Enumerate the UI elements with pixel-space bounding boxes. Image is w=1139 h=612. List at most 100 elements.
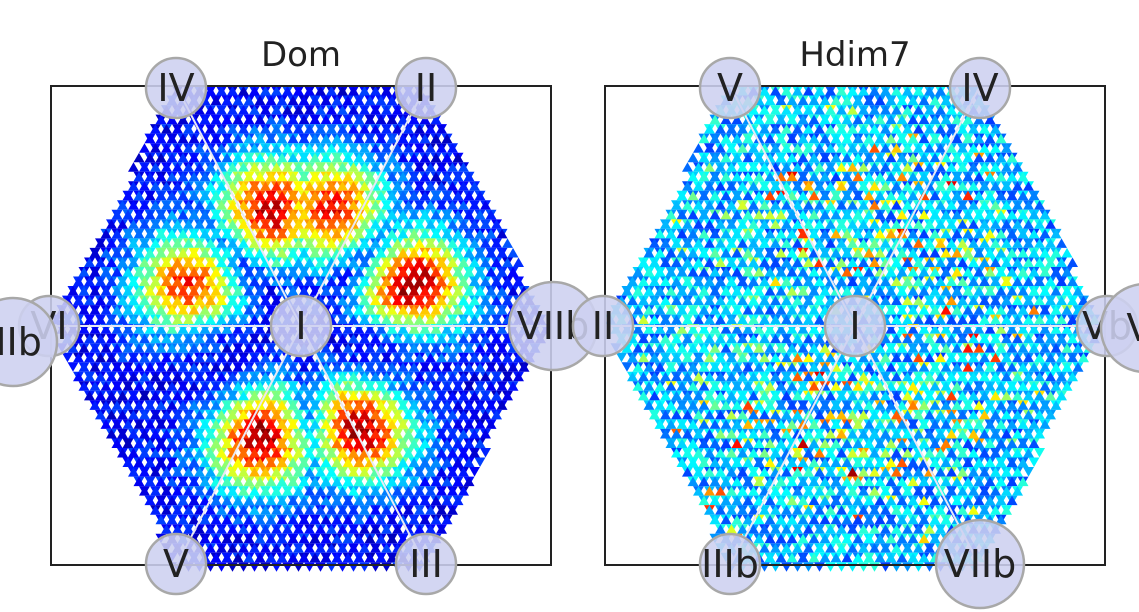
heatmap-cell	[271, 181, 282, 191]
heatmap-cell	[205, 105, 216, 115]
heatmap-cell	[73, 295, 84, 306]
heatmap-cell	[386, 95, 398, 106]
heatmap-cell	[513, 276, 524, 286]
heatmap-cell	[100, 324, 112, 334]
heatmap-cell	[491, 295, 502, 306]
heatmap-cell	[227, 238, 238, 248]
heatmap-cell	[111, 324, 123, 334]
heatmap-cell	[381, 276, 392, 286]
heatmap-cell	[282, 181, 293, 191]
heatmap-cell	[430, 190, 442, 201]
heatmap-cell	[430, 228, 442, 239]
heatmap-cell	[392, 124, 403, 134]
heatmap-cell	[150, 295, 161, 306]
heatmap-cell	[166, 190, 178, 201]
heatmap-cell	[315, 219, 326, 229]
heatmap-cell	[155, 228, 167, 239]
heatmap-cell	[249, 124, 260, 134]
heatmap-cell	[254, 247, 266, 258]
heatmap-cell	[216, 295, 227, 306]
heatmap-cell	[210, 267, 222, 277]
heatmap-cell	[397, 228, 409, 239]
heatmap-cell	[309, 133, 321, 144]
heatmap-cell	[144, 305, 156, 315]
heatmap-cell	[216, 181, 227, 191]
heatmap-cell	[100, 267, 112, 277]
heatmap-cell	[62, 352, 73, 363]
heatmap-cell	[331, 305, 343, 315]
heatmap-cell	[243, 267, 255, 277]
heatmap-cell	[199, 133, 211, 144]
heatmap-cell	[502, 257, 513, 267]
heatmap-cell	[353, 267, 365, 277]
heatmap-cell	[403, 162, 414, 172]
heatmap-cell	[293, 162, 304, 172]
heatmap-cell	[320, 133, 332, 144]
heatmap-cell	[452, 286, 464, 296]
heatmap-cell	[67, 362, 79, 372]
heatmap-cell	[419, 267, 431, 277]
heatmap-cell	[144, 286, 156, 296]
heatmap-cell	[100, 228, 112, 239]
heatmap-cell	[238, 276, 249, 286]
heatmap-cell	[408, 114, 420, 125]
heatmap-cell	[375, 114, 387, 125]
heatmap-cell	[199, 267, 211, 277]
heatmap-cell	[320, 152, 332, 163]
heatmap-cell	[238, 181, 249, 191]
heatmap-cell	[337, 257, 348, 267]
heatmap-cell	[172, 181, 183, 191]
panel-hdim7: VIVIIIVbVIIIIbVIIb Hdim7	[571, 35, 1139, 610]
heatmap-cell	[309, 171, 321, 182]
heatmap-cell	[342, 114, 354, 125]
heatmap-cell	[458, 314, 469, 325]
heatmap-cell	[150, 143, 161, 153]
heatmap-cell	[183, 181, 194, 191]
heatmap-cell	[139, 181, 150, 191]
heatmap-cell	[260, 162, 271, 172]
heatmap-cell	[337, 86, 348, 96]
heatmap-cell	[249, 276, 260, 286]
heatmap-cell	[67, 286, 79, 296]
heatmap-cell	[370, 276, 381, 286]
panel-dom: IVIIVIIIIbIVIIbVIII Dom	[0, 35, 599, 596]
heatmap-cell	[238, 124, 249, 134]
heatmap-cell	[260, 124, 271, 134]
heatmap-cell	[161, 124, 172, 134]
heatmap-cell	[348, 562, 359, 572]
heatmap-cell	[293, 124, 304, 134]
heatmap-cell	[452, 267, 464, 277]
heatmap-cell	[298, 286, 310, 296]
heatmap-cell	[282, 86, 293, 96]
heatmap-cell	[161, 162, 172, 172]
heatmap-cell	[304, 143, 315, 153]
chord-node: IV	[144, 56, 208, 120]
heatmap-cell	[353, 228, 365, 239]
heatmap-cell	[139, 143, 150, 153]
heatmap-cell	[392, 181, 403, 191]
heatmap-cell	[309, 95, 321, 106]
heatmap-cell	[337, 200, 348, 210]
heatmap-cell	[474, 228, 486, 239]
heatmap-cell	[337, 295, 348, 306]
heatmap-cell	[172, 314, 183, 325]
heatmap-cell	[210, 286, 222, 296]
heatmap-cell	[150, 314, 161, 325]
heatmap-cell	[183, 257, 194, 267]
heatmap-cell	[370, 314, 381, 325]
heatmap-cell	[430, 152, 442, 163]
heatmap-cell	[430, 171, 442, 182]
heatmap-cell	[364, 286, 376, 296]
heatmap-cell	[260, 200, 271, 210]
heatmap-cell	[403, 314, 414, 325]
heatmap-cell	[210, 171, 222, 182]
heatmap-cell	[320, 190, 332, 201]
heatmap-cell	[436, 143, 447, 153]
heatmap-cell	[397, 190, 409, 201]
heatmap-cell	[386, 267, 398, 277]
heatmap-cell	[276, 95, 288, 106]
heatmap-cell	[183, 314, 194, 325]
heatmap-cell	[210, 95, 222, 106]
heatmap-cell	[227, 162, 238, 172]
